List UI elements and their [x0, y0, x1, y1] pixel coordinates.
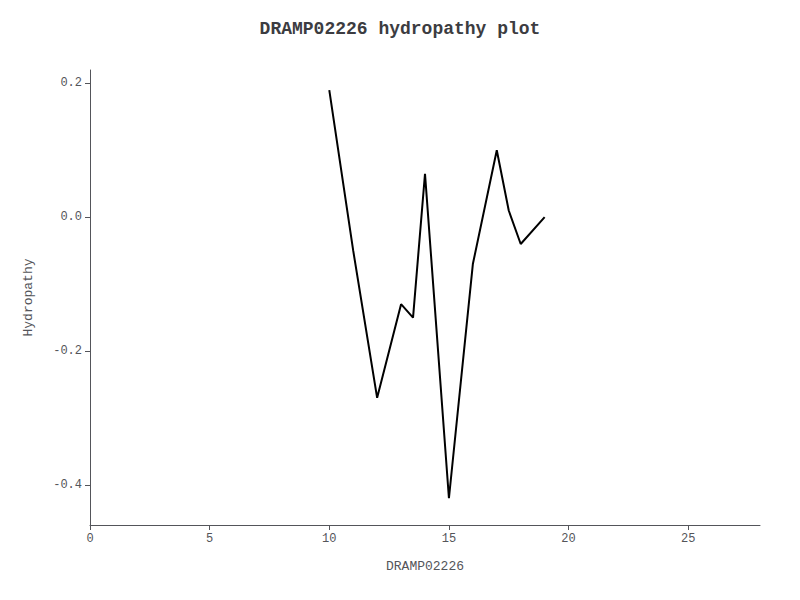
- svg-text:0: 0: [86, 532, 93, 546]
- svg-text:15: 15: [442, 532, 456, 546]
- svg-text:DRAMP02226: DRAMP02226: [386, 559, 464, 574]
- svg-text:20: 20: [561, 532, 575, 546]
- svg-text:5: 5: [206, 532, 213, 546]
- svg-text:DRAMP02226 hydropathy plot: DRAMP02226 hydropathy plot: [260, 19, 541, 39]
- svg-text:-0.2: -0.2: [53, 344, 82, 358]
- svg-text:-0.4: -0.4: [53, 478, 82, 492]
- svg-text:0.2: 0.2: [60, 76, 82, 90]
- svg-text:10: 10: [322, 532, 336, 546]
- svg-text:25: 25: [681, 532, 695, 546]
- svg-text:Hydropathy: Hydropathy: [21, 258, 36, 336]
- svg-text:0.0: 0.0: [60, 210, 82, 224]
